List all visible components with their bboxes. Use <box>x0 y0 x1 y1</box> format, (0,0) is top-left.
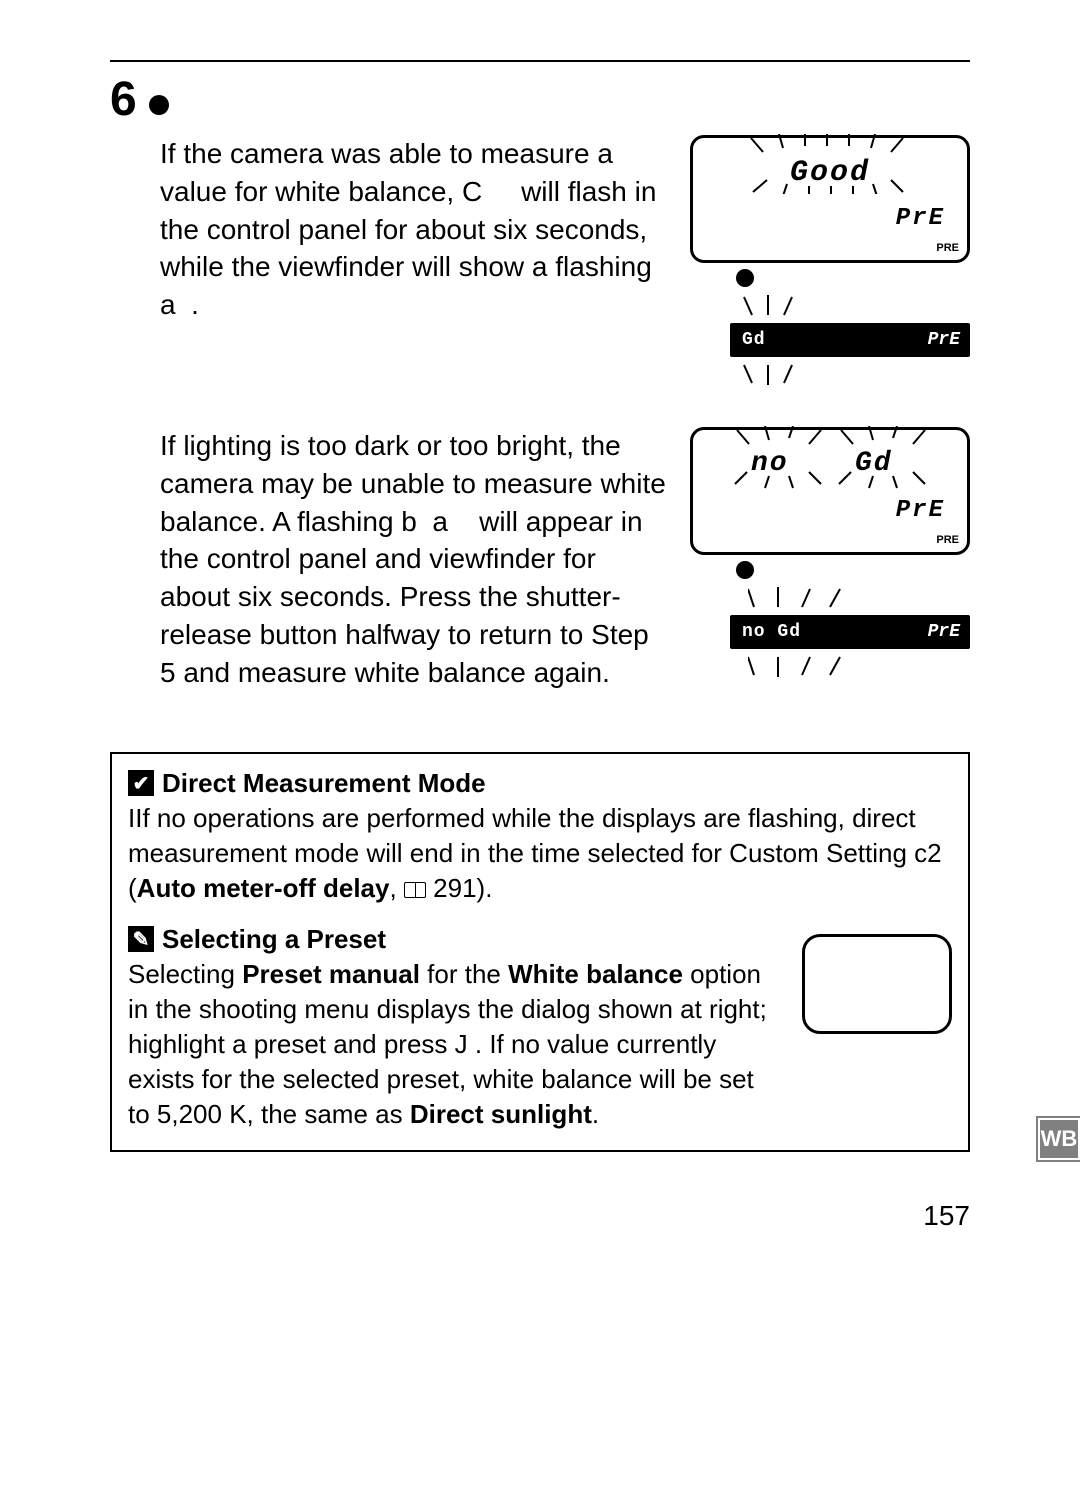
note2-body: Selecting Preset manual for the White ba… <box>128 957 782 1132</box>
vf-rays-top <box>730 293 970 317</box>
note2-section: ✎ Selecting a Preset Selecting Preset ma… <box>128 924 952 1132</box>
vf-rays-top <box>730 585 970 609</box>
pencil-icon: ✎ <box>128 926 154 952</box>
page-content: 6 If the camera was able to measure a va… <box>110 60 970 1152</box>
note1-pageref: 291). <box>426 873 493 903</box>
block-failure: If lighting is too dark or too bright, t… <box>110 427 970 692</box>
note1-bold1: Auto meter-off delay <box>137 873 390 903</box>
note2-bold2: White balance <box>508 959 683 989</box>
panel-no-label: no <box>751 448 789 479</box>
viewfinder-nogd: no Gd PrE <box>730 615 970 649</box>
vf-left-label: no Gd <box>742 622 801 642</box>
note2-bold3: Direct sunlight <box>410 1099 592 1129</box>
failure-text: If lighting is too dark or too bright, t… <box>110 427 670 692</box>
viewfinder-good: Gd PrE <box>730 323 970 357</box>
block-success: If the camera was able to measure a valu… <box>110 135 970 387</box>
success-illustrations: Good PrE PRE Gd PrE <box>690 135 970 387</box>
note1-mid: , <box>389 873 403 903</box>
dot-icon <box>736 269 754 287</box>
record-dot-icon <box>149 95 169 115</box>
vf-right-label: PrE <box>928 622 960 642</box>
wb-side-tab: WB <box>1038 1118 1080 1160</box>
preset-dialog-thumbnail <box>802 934 952 1034</box>
note2-pre: Selecting <box>128 959 242 989</box>
note2-bold1: Preset manual <box>242 959 420 989</box>
panel-pre-label: PrE <box>896 497 945 524</box>
dot-icon <box>736 561 754 579</box>
failure-illustrations: no Gd PrE PRE no Gd PrE <box>690 427 970 692</box>
panel-good-label: Good <box>790 156 870 190</box>
note2-title: ✎ Selecting a Preset <box>128 924 782 955</box>
control-panel-good: Good PrE PRE <box>690 135 970 263</box>
page-number: 157 <box>923 1200 970 1232</box>
flash-rays-icon <box>748 585 868 609</box>
control-panel-nogd: no Gd PrE PRE <box>690 427 970 555</box>
check-icon: ✔ <box>128 770 154 796</box>
note2-title-text: Selecting a Preset <box>162 924 386 955</box>
note-box: ✔ Direct Measurement Mode IIf no operati… <box>110 752 970 1153</box>
top-rule <box>110 60 970 62</box>
note1-body: IIf no operations are performed while th… <box>128 801 952 906</box>
panel-pre-label: PrE <box>896 205 945 232</box>
note1-title-text: Direct Measurement Mode <box>162 768 486 799</box>
note1-title: ✔ Direct Measurement Mode <box>128 768 952 799</box>
note2-end: . <box>592 1099 599 1129</box>
note2-mid1: for the <box>420 959 508 989</box>
panel-gd-label: Gd <box>855 448 893 479</box>
flash-rays-icon <box>693 426 973 490</box>
vf-left-label: Gd <box>742 330 766 350</box>
vf-rays-bottom <box>730 363 970 387</box>
flash-rays-icon <box>742 363 822 387</box>
note2-left: ✎ Selecting a Preset Selecting Preset ma… <box>128 924 782 1132</box>
flash-rays-icon <box>742 293 822 317</box>
panel-pre-small-label: PRE <box>936 242 959 254</box>
vf-right-label: PrE <box>928 330 960 350</box>
step-header: 6 <box>110 72 970 127</box>
flash-rays-icon <box>748 655 868 679</box>
vf-rays-bottom <box>730 655 970 679</box>
panel-pre-small-label: PRE <box>936 534 959 546</box>
success-text: If the camera was able to measure a valu… <box>110 135 670 387</box>
book-icon <box>404 882 426 898</box>
step-number: 6 <box>110 72 137 127</box>
